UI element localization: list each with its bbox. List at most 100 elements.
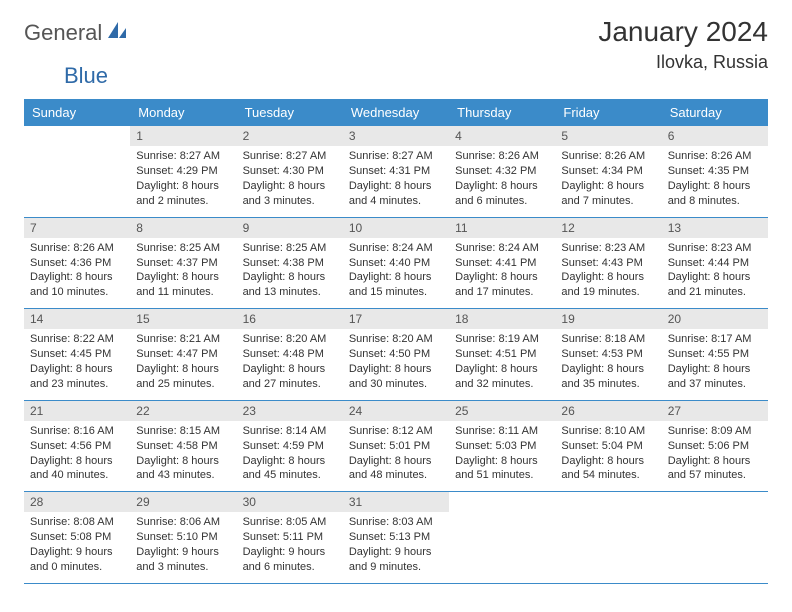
sunrise-line: Sunrise: 8:26 AM xyxy=(668,149,762,164)
weekday-header: Thursday xyxy=(449,99,555,126)
sunrise-line: Sunrise: 8:05 AM xyxy=(243,515,337,530)
weekday-header: Sunday xyxy=(24,99,130,126)
calendar-cell: 30Sunrise: 8:05 AMSunset: 5:11 PMDayligh… xyxy=(237,492,343,584)
sunset-line: Sunset: 4:45 PM xyxy=(30,347,124,362)
calendar-cell: 28Sunrise: 8:08 AMSunset: 5:08 PMDayligh… xyxy=(24,492,130,584)
sunset-line: Sunset: 4:31 PM xyxy=(349,164,443,179)
daylight-line: Daylight: 8 hours and 6 minutes. xyxy=(455,179,549,209)
weekday-header: Saturday xyxy=(662,99,768,126)
calendar-cell xyxy=(449,492,555,584)
sunset-line: Sunset: 5:01 PM xyxy=(349,439,443,454)
title-block: January 2024 Ilovka, Russia xyxy=(598,16,768,73)
day-number: 23 xyxy=(237,401,343,421)
day-number: 31 xyxy=(343,492,449,512)
weekday-header: Tuesday xyxy=(237,99,343,126)
day-number: 19 xyxy=(555,309,661,329)
sail-icon xyxy=(106,20,128,46)
sunset-line: Sunset: 4:55 PM xyxy=(668,347,762,362)
sunset-line: Sunset: 4:58 PM xyxy=(136,439,230,454)
sunrise-line: Sunrise: 8:06 AM xyxy=(136,515,230,530)
sunset-line: Sunset: 4:50 PM xyxy=(349,347,443,362)
sunrise-line: Sunrise: 8:03 AM xyxy=(349,515,443,530)
day-number: 28 xyxy=(24,492,130,512)
calendar-cell: 19Sunrise: 8:18 AMSunset: 4:53 PMDayligh… xyxy=(555,309,661,401)
day-number: 16 xyxy=(237,309,343,329)
sunrise-line: Sunrise: 8:18 AM xyxy=(561,332,655,347)
daylight-line: Daylight: 8 hours and 19 minutes. xyxy=(561,270,655,300)
calendar-cell: 23Sunrise: 8:14 AMSunset: 4:59 PMDayligh… xyxy=(237,400,343,492)
sunset-line: Sunset: 4:35 PM xyxy=(668,164,762,179)
sunrise-line: Sunrise: 8:24 AM xyxy=(455,241,549,256)
sunrise-line: Sunrise: 8:09 AM xyxy=(668,424,762,439)
sunrise-line: Sunrise: 8:27 AM xyxy=(136,149,230,164)
sunrise-line: Sunrise: 8:26 AM xyxy=(561,149,655,164)
location: Ilovka, Russia xyxy=(598,52,768,73)
day-number: 7 xyxy=(24,218,130,238)
sunrise-line: Sunrise: 8:21 AM xyxy=(136,332,230,347)
calendar-cell: 22Sunrise: 8:15 AMSunset: 4:58 PMDayligh… xyxy=(130,400,236,492)
daylight-line: Daylight: 9 hours and 6 minutes. xyxy=(243,545,337,575)
sunrise-line: Sunrise: 8:12 AM xyxy=(349,424,443,439)
sunset-line: Sunset: 4:59 PM xyxy=(243,439,337,454)
sunrise-line: Sunrise: 8:14 AM xyxy=(243,424,337,439)
daylight-line: Daylight: 8 hours and 11 minutes. xyxy=(136,270,230,300)
sunrise-line: Sunrise: 8:23 AM xyxy=(561,241,655,256)
daylight-line: Daylight: 8 hours and 48 minutes. xyxy=(349,454,443,484)
sunset-line: Sunset: 4:32 PM xyxy=(455,164,549,179)
daylight-line: Daylight: 8 hours and 7 minutes. xyxy=(561,179,655,209)
sunrise-line: Sunrise: 8:20 AM xyxy=(243,332,337,347)
calendar-cell: 10Sunrise: 8:24 AMSunset: 4:40 PMDayligh… xyxy=(343,217,449,309)
day-number: 26 xyxy=(555,401,661,421)
calendar-row: 7Sunrise: 8:26 AMSunset: 4:36 PMDaylight… xyxy=(24,217,768,309)
daylight-line: Daylight: 8 hours and 27 minutes. xyxy=(243,362,337,392)
day-number: 12 xyxy=(555,218,661,238)
calendar-table: SundayMondayTuesdayWednesdayThursdayFrid… xyxy=(24,99,768,584)
sunrise-line: Sunrise: 8:27 AM xyxy=(349,149,443,164)
sunset-line: Sunset: 5:10 PM xyxy=(136,530,230,545)
daylight-line: Daylight: 8 hours and 57 minutes. xyxy=(668,454,762,484)
calendar-cell: 13Sunrise: 8:23 AMSunset: 4:44 PMDayligh… xyxy=(662,217,768,309)
sunrise-line: Sunrise: 8:16 AM xyxy=(30,424,124,439)
calendar-body: 1Sunrise: 8:27 AMSunset: 4:29 PMDaylight… xyxy=(24,126,768,583)
day-number: 2 xyxy=(237,126,343,146)
day-number: 1 xyxy=(130,126,236,146)
calendar-cell: 1Sunrise: 8:27 AMSunset: 4:29 PMDaylight… xyxy=(130,126,236,217)
sunrise-line: Sunrise: 8:23 AM xyxy=(668,241,762,256)
calendar-cell: 3Sunrise: 8:27 AMSunset: 4:31 PMDaylight… xyxy=(343,126,449,217)
day-number: 18 xyxy=(449,309,555,329)
sunrise-line: Sunrise: 8:24 AM xyxy=(349,241,443,256)
sunset-line: Sunset: 4:36 PM xyxy=(30,256,124,271)
calendar-cell: 20Sunrise: 8:17 AMSunset: 4:55 PMDayligh… xyxy=(662,309,768,401)
day-number: 11 xyxy=(449,218,555,238)
page: General January 2024 Ilovka, Russia Blue… xyxy=(0,0,792,600)
weekday-header: Wednesday xyxy=(343,99,449,126)
day-number: 9 xyxy=(237,218,343,238)
sunrise-line: Sunrise: 8:25 AM xyxy=(136,241,230,256)
daylight-line: Daylight: 8 hours and 17 minutes. xyxy=(455,270,549,300)
calendar-cell: 26Sunrise: 8:10 AMSunset: 5:04 PMDayligh… xyxy=(555,400,661,492)
sunrise-line: Sunrise: 8:08 AM xyxy=(30,515,124,530)
day-number: 17 xyxy=(343,309,449,329)
weekday-header: Monday xyxy=(130,99,236,126)
sunrise-line: Sunrise: 8:20 AM xyxy=(349,332,443,347)
sunrise-line: Sunrise: 8:25 AM xyxy=(243,241,337,256)
sunset-line: Sunset: 5:08 PM xyxy=(30,530,124,545)
sunrise-line: Sunrise: 8:11 AM xyxy=(455,424,549,439)
daylight-line: Daylight: 8 hours and 21 minutes. xyxy=(668,270,762,300)
sunrise-line: Sunrise: 8:22 AM xyxy=(30,332,124,347)
daylight-line: Daylight: 8 hours and 3 minutes. xyxy=(243,179,337,209)
calendar-cell: 15Sunrise: 8:21 AMSunset: 4:47 PMDayligh… xyxy=(130,309,236,401)
day-number: 27 xyxy=(662,401,768,421)
sunset-line: Sunset: 4:37 PM xyxy=(136,256,230,271)
day-number: 10 xyxy=(343,218,449,238)
sunrise-line: Sunrise: 8:10 AM xyxy=(561,424,655,439)
sunset-line: Sunset: 4:30 PM xyxy=(243,164,337,179)
sunset-line: Sunset: 5:04 PM xyxy=(561,439,655,454)
day-number: 21 xyxy=(24,401,130,421)
sunrise-line: Sunrise: 8:15 AM xyxy=(136,424,230,439)
calendar-cell: 16Sunrise: 8:20 AMSunset: 4:48 PMDayligh… xyxy=(237,309,343,401)
daylight-line: Daylight: 8 hours and 35 minutes. xyxy=(561,362,655,392)
sunset-line: Sunset: 4:43 PM xyxy=(561,256,655,271)
calendar-cell: 24Sunrise: 8:12 AMSunset: 5:01 PMDayligh… xyxy=(343,400,449,492)
sunset-line: Sunset: 4:56 PM xyxy=(30,439,124,454)
